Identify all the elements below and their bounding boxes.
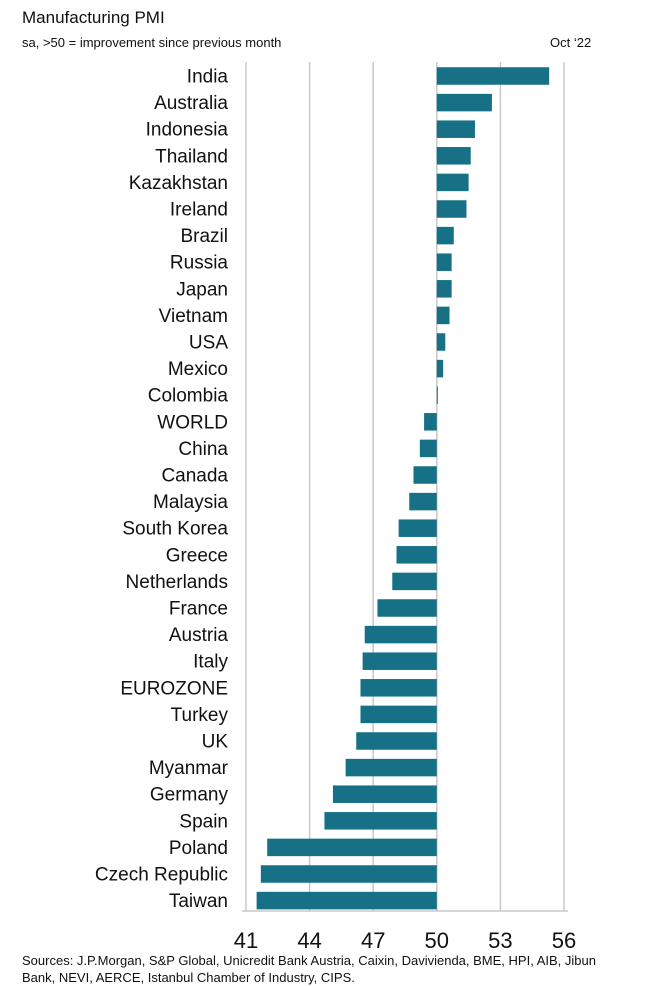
bar-austria bbox=[364, 625, 437, 644]
bar-malaysia bbox=[409, 492, 437, 511]
bar-france bbox=[377, 599, 437, 617]
bar-india bbox=[436, 67, 550, 85]
bar-world bbox=[424, 413, 437, 431]
bar-brazil bbox=[436, 226, 454, 245]
category-label: Canada bbox=[161, 466, 228, 487]
category-label: Indonesia bbox=[146, 120, 229, 141]
x-tick-label: 41 bbox=[234, 928, 258, 953]
category-label: Mexico bbox=[168, 359, 228, 380]
x-tick-label: 47 bbox=[361, 928, 385, 953]
bar-usa bbox=[436, 333, 446, 351]
bar-japan bbox=[436, 280, 452, 298]
category-label: Ireland bbox=[170, 200, 228, 221]
category-label: Malaysia bbox=[153, 492, 228, 513]
category-label: Czech Republic bbox=[95, 865, 228, 886]
category-label: Greece bbox=[166, 545, 228, 566]
bar-canada bbox=[413, 466, 437, 484]
category-label: Colombia bbox=[148, 386, 229, 407]
bar-taiwan bbox=[256, 891, 437, 910]
category-label: China bbox=[178, 439, 228, 460]
category-label: Thailand bbox=[155, 146, 228, 167]
bar-germany bbox=[332, 785, 437, 803]
bar-colombia bbox=[436, 386, 438, 404]
bar-poland bbox=[267, 838, 437, 857]
x-tick-label: 53 bbox=[488, 928, 512, 953]
category-label: UK bbox=[202, 732, 229, 753]
category-label: EUROZONE bbox=[120, 678, 228, 699]
bar-eurozone bbox=[360, 679, 437, 697]
category-label: Brazil bbox=[180, 226, 228, 247]
x-tick-label: 50 bbox=[425, 928, 449, 953]
category-label: USA bbox=[189, 333, 228, 354]
bar-mexico bbox=[436, 359, 444, 378]
category-label: Austria bbox=[169, 625, 229, 646]
bar-czech-republic bbox=[260, 865, 437, 883]
category-label: Turkey bbox=[171, 705, 229, 726]
bar-china bbox=[419, 439, 437, 458]
category-label: Taiwan bbox=[169, 891, 228, 912]
category-label: Kazakhstan bbox=[129, 173, 228, 194]
chart-title: Manufacturing PMI bbox=[22, 8, 165, 27]
category-label: Italy bbox=[193, 652, 228, 673]
category-label: France bbox=[169, 599, 228, 620]
bar-kazakhstan bbox=[436, 173, 469, 192]
bar-vietnam bbox=[436, 306, 450, 325]
category-label: Russia bbox=[170, 253, 229, 274]
category-label: India bbox=[187, 67, 229, 88]
bar-turkey bbox=[360, 705, 437, 724]
chart-subtitle: sa, >50 = improvement since previous mon… bbox=[22, 35, 282, 50]
category-label: Poland bbox=[169, 838, 228, 859]
category-label: Netherlands bbox=[126, 572, 228, 593]
category-label: Myanmar bbox=[149, 758, 229, 779]
category-label: Australia bbox=[154, 93, 228, 114]
bar-russia bbox=[436, 253, 452, 271]
category-label: South Korea bbox=[122, 519, 228, 540]
category-label: WORLD bbox=[157, 412, 228, 433]
chart-date: Oct ‘22 bbox=[550, 35, 592, 50]
bar-spain bbox=[324, 812, 437, 830]
bar-italy bbox=[362, 652, 437, 670]
bar-netherlands bbox=[392, 572, 437, 591]
category-label: Germany bbox=[150, 785, 229, 806]
category-label: Japan bbox=[176, 279, 228, 300]
bar-myanmar bbox=[345, 758, 437, 777]
bar-greece bbox=[396, 546, 437, 564]
bar-south-korea bbox=[398, 519, 437, 537]
bar-indonesia bbox=[436, 120, 475, 138]
x-tick-label: 56 bbox=[552, 928, 576, 953]
bar-thailand bbox=[436, 147, 471, 165]
category-label: Spain bbox=[179, 811, 228, 832]
bar-ireland bbox=[436, 200, 467, 218]
source-note: Sources: J.P.Morgan, S&P Global, Unicred… bbox=[22, 953, 596, 985]
x-tick-label: 44 bbox=[297, 928, 321, 953]
bar-uk bbox=[356, 732, 437, 750]
category-label: Vietnam bbox=[159, 306, 228, 327]
bar-australia bbox=[436, 93, 492, 112]
